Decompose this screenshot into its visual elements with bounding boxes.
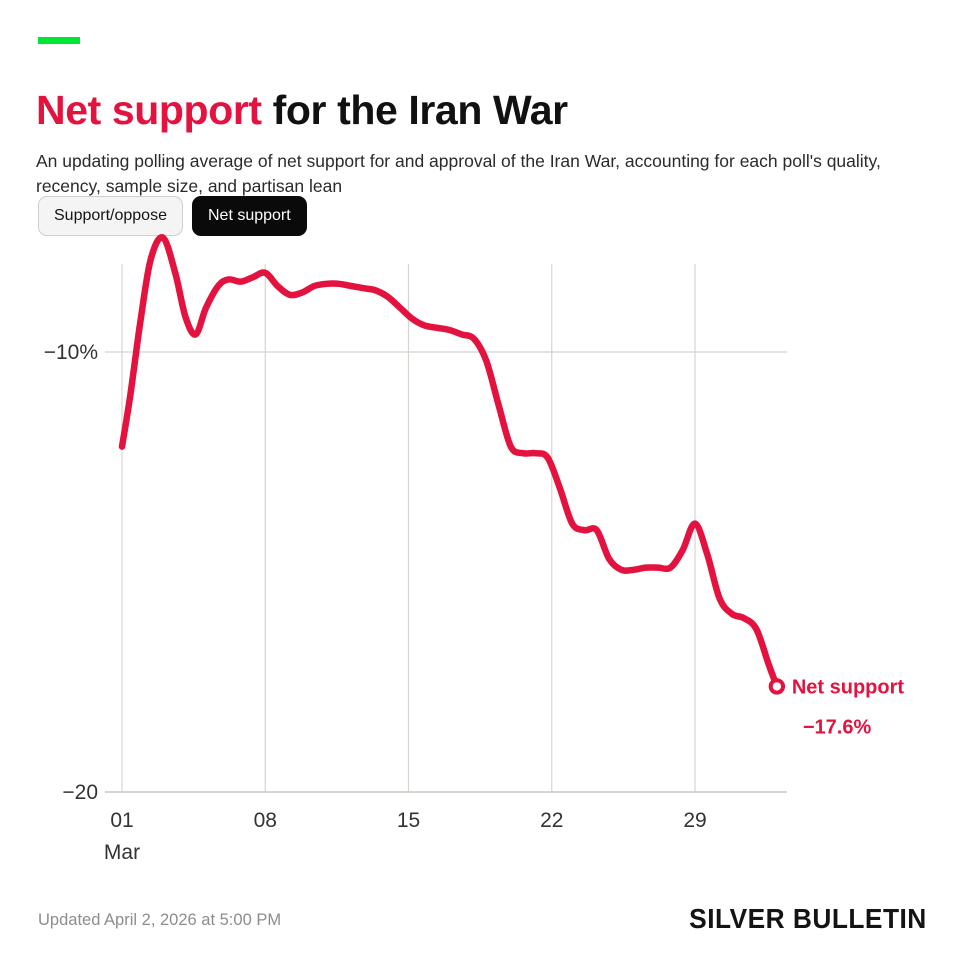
x-tick-22: 22 bbox=[540, 809, 563, 832]
series-endpoint-marker bbox=[768, 678, 786, 695]
chart-gridlines bbox=[105, 264, 787, 792]
toggle-support-oppose[interactable]: Support/oppose bbox=[38, 196, 183, 236]
x-tick-15: 15 bbox=[397, 809, 420, 832]
accent-bar bbox=[38, 37, 80, 44]
series-end-annotation: Net support −17.6% bbox=[792, 676, 905, 738]
page-title: Net support for the Iran War bbox=[36, 85, 568, 135]
toggle-net-support[interactable]: Net support bbox=[191, 196, 307, 236]
updated-timestamp: Updated April 2, 2026 at 5:00 PM bbox=[38, 911, 282, 929]
page-title-highlight: Net support bbox=[36, 87, 262, 134]
page-title-rest: for the Iran War bbox=[261, 87, 568, 134]
series-end-label: Net support bbox=[792, 676, 905, 698]
series-end-value: −17.6% bbox=[803, 716, 872, 738]
chart-series bbox=[118, 234, 781, 690]
brand-logo: SILVER BULLETIN bbox=[689, 903, 927, 934]
y-tick-−10%: −10% bbox=[44, 341, 98, 364]
series-line-0 bbox=[118, 234, 781, 690]
x-axis-tick-labels: 01 08 15 22 29 bbox=[110, 809, 706, 832]
view-toggle-group: Support/oppose Net support bbox=[38, 196, 307, 236]
page-subtitle: An updating polling average of net suppo… bbox=[36, 150, 881, 196]
x-axis-unit-label: Mar bbox=[104, 841, 140, 864]
x-axis-month-label: Mar bbox=[104, 841, 140, 864]
x-tick-08: 08 bbox=[254, 809, 277, 832]
endpoint-dot bbox=[768, 678, 786, 695]
x-tick-29: 29 bbox=[683, 809, 706, 832]
y-tick-−20: −20 bbox=[62, 781, 98, 804]
y-axis-tick-labels: −10% −20 bbox=[44, 341, 98, 804]
x-tick-01: 01 bbox=[110, 809, 133, 832]
